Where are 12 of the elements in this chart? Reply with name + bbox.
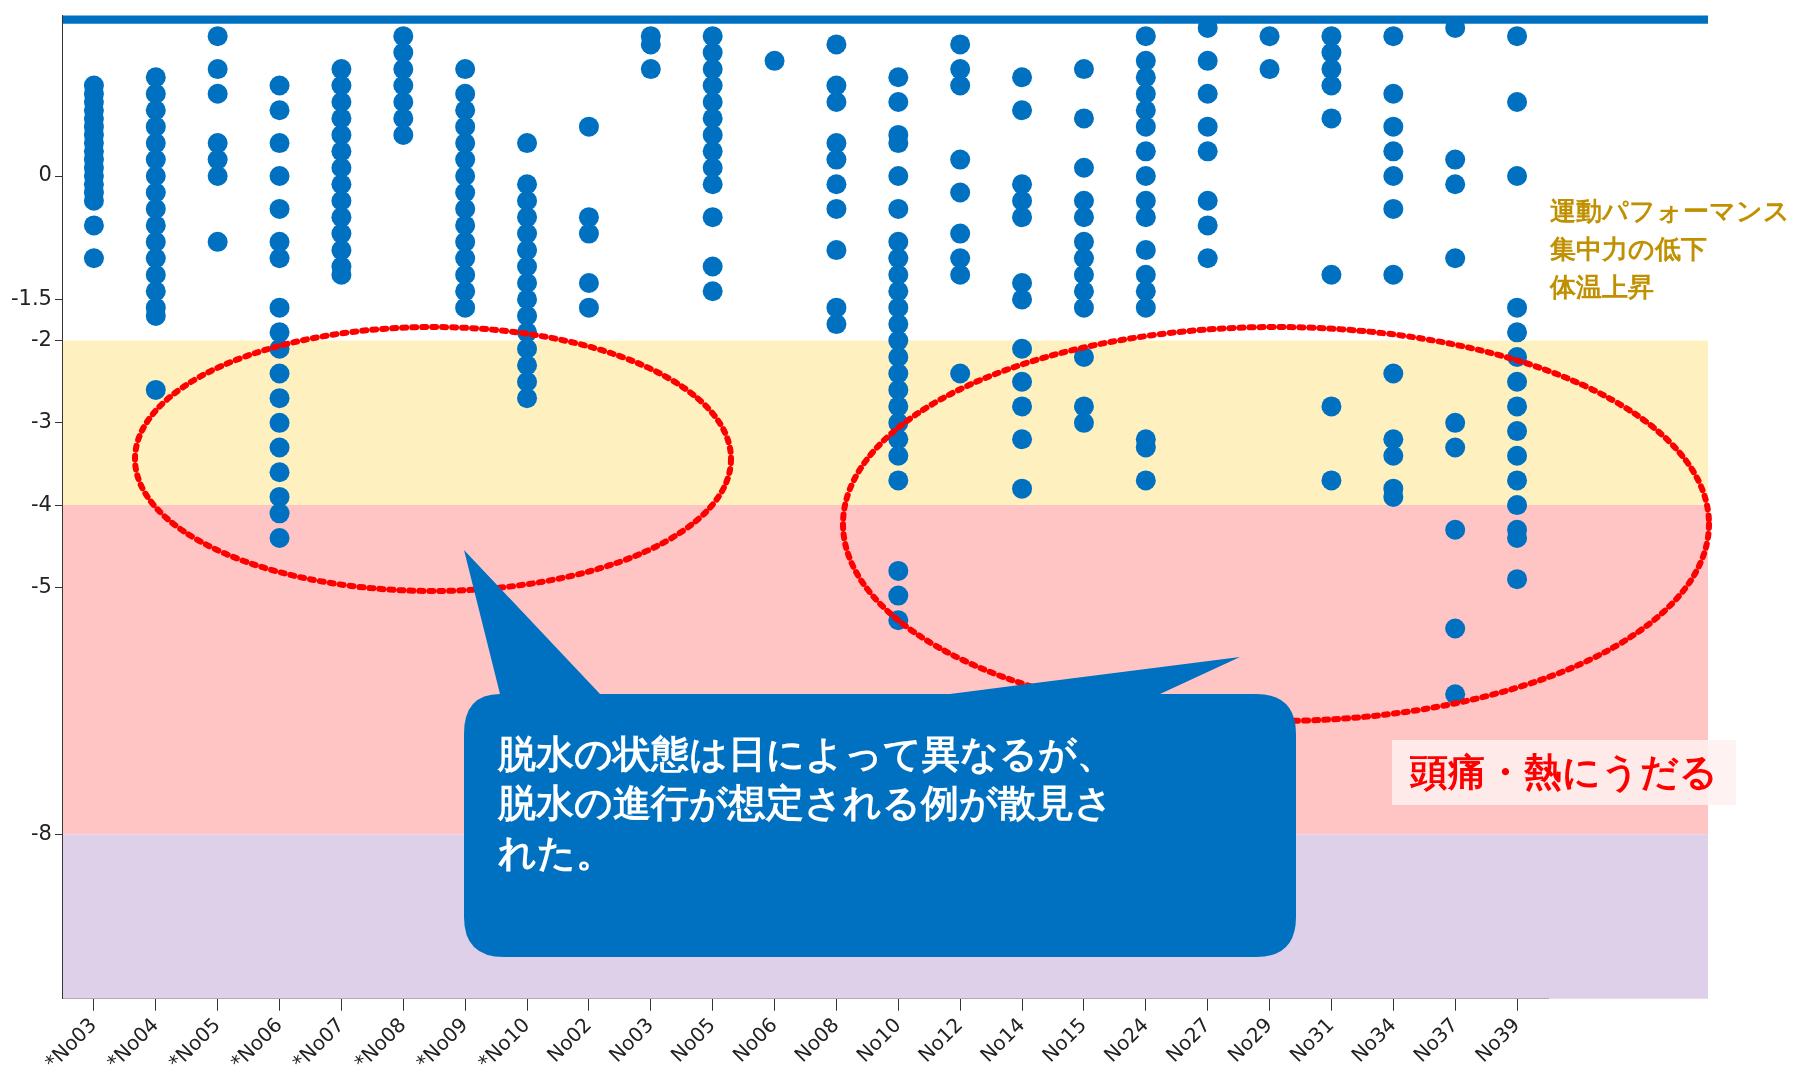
y-tick-label: -1.5 — [10, 285, 52, 310]
text: 運動パフォーマンス — [1550, 195, 1790, 226]
y-tick-label: -4 — [31, 491, 52, 516]
text: 体温上昇 — [1549, 271, 1654, 302]
y-tick-label: -8 — [31, 820, 52, 845]
y-tick-label: 0 — [38, 162, 52, 187]
y-tick-label: -5 — [31, 573, 52, 598]
y-tick-label: -2 — [31, 327, 52, 352]
text: 集中力の低下 — [1549, 233, 1707, 264]
annotation: 脱水の状態は日によって異なるが、脱水の進行が想定される例が散見された。 — [498, 731, 1116, 877]
annotation: 頭痛・熱にうだる — [1392, 740, 1736, 806]
y-tick-label: -3 — [31, 409, 52, 434]
